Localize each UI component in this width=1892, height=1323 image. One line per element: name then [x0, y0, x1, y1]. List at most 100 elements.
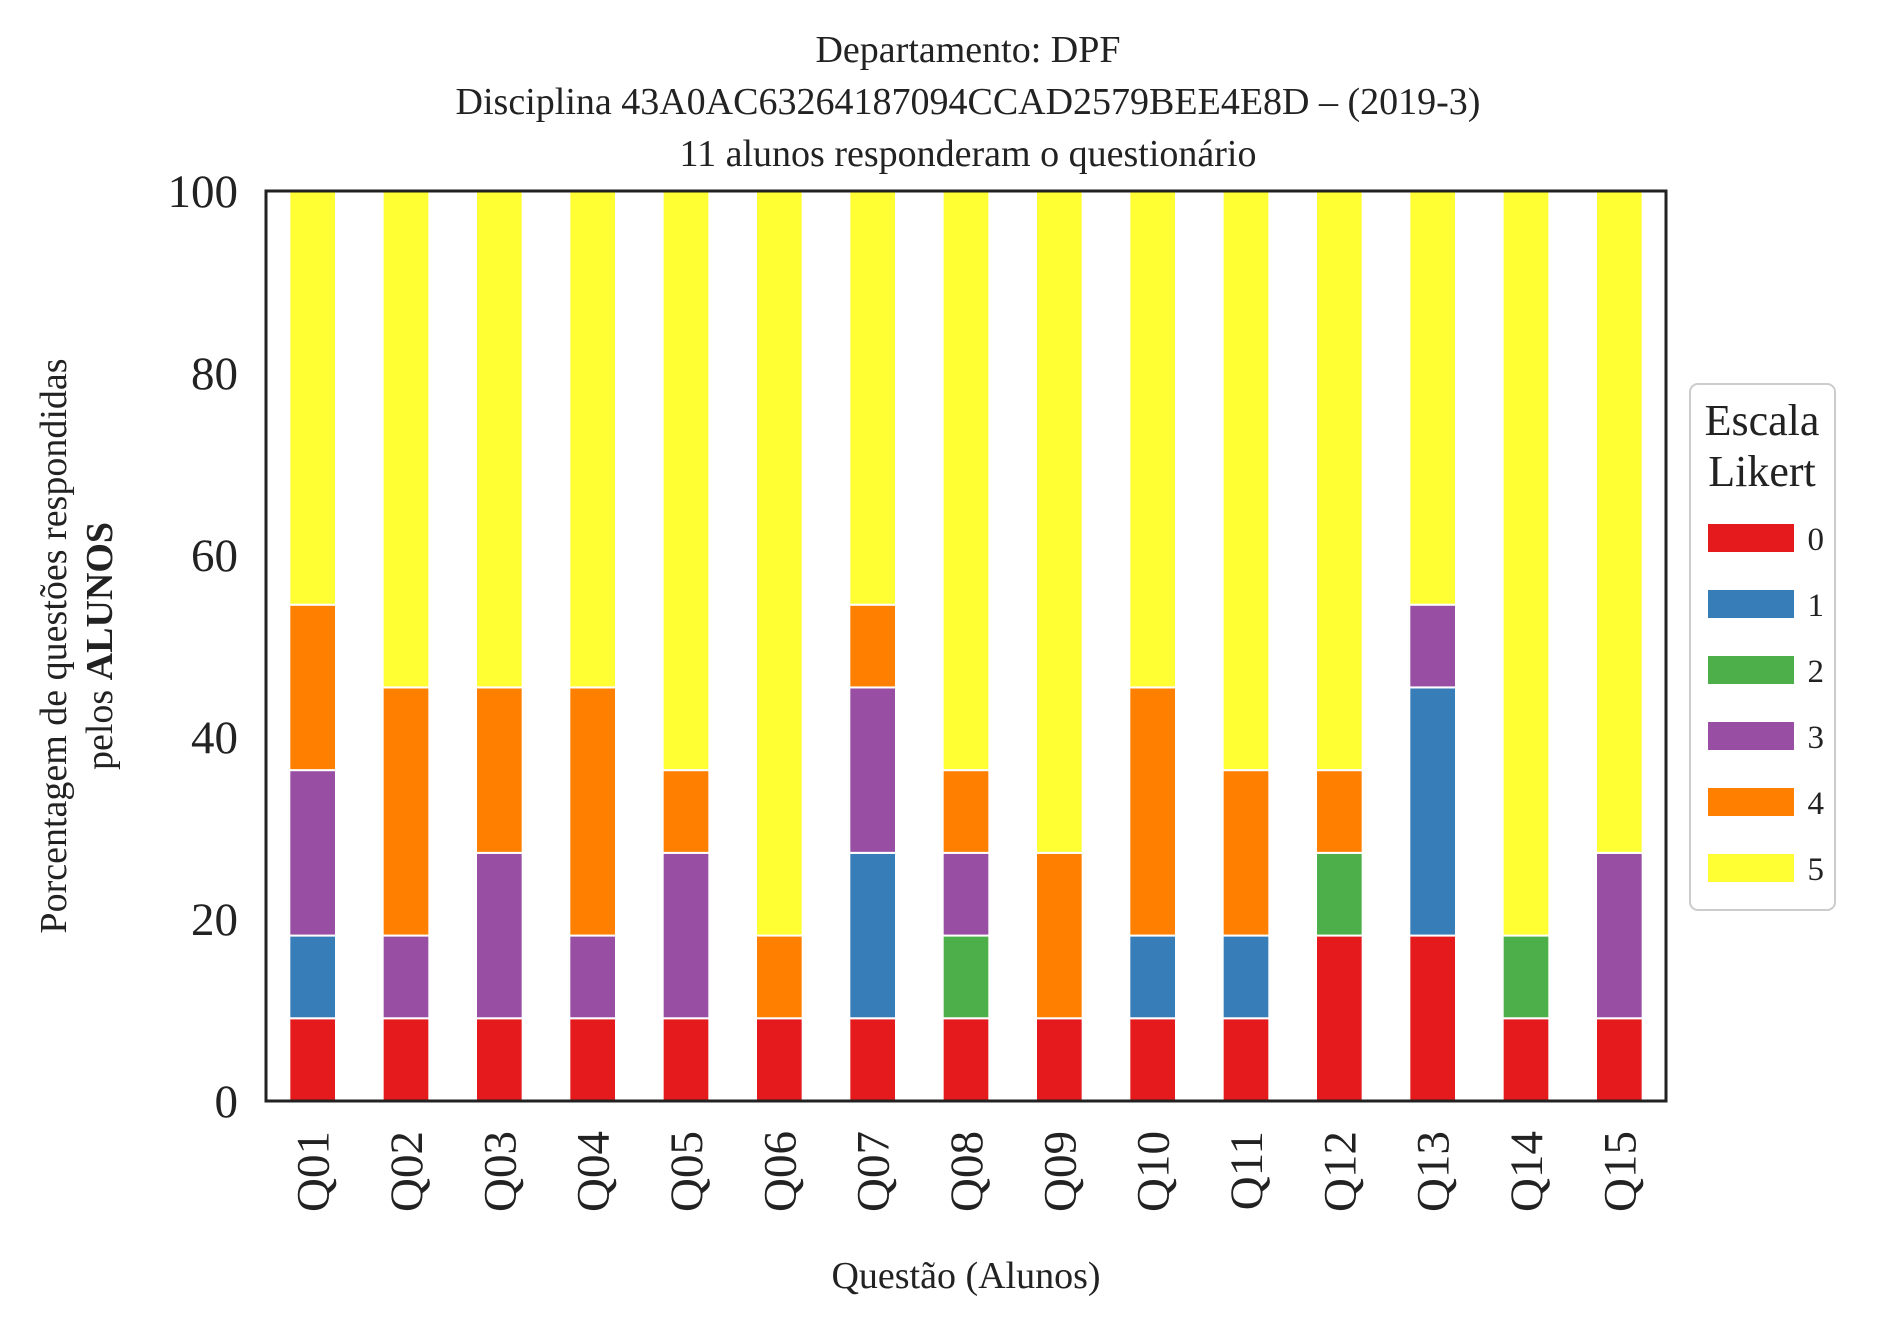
- bar-q08-level-5: [941, 190, 991, 772]
- bar-q13-level-3: [1408, 603, 1458, 689]
- bar-q13-level-5: [1408, 190, 1458, 606]
- x-tick-label: Q11: [1221, 1131, 1273, 1210]
- legend-swatch-3: [1708, 722, 1794, 750]
- x-tick-label: Q05: [661, 1131, 713, 1212]
- bar-q13-level-1: [1408, 686, 1458, 937]
- y-axis-label-bold: ALUNOS: [79, 522, 121, 680]
- x-tick-label: Q12: [1314, 1131, 1366, 1212]
- legend-label-5: 5: [1808, 852, 1825, 888]
- x-tick-label: Q08: [941, 1131, 993, 1212]
- x-tick-label: Q06: [754, 1131, 806, 1212]
- bar-q10-level-4: [1128, 686, 1178, 937]
- bar-q10-level-0: [1128, 1017, 1178, 1103]
- bar-q01-level-0: [288, 1017, 338, 1103]
- legend-swatch-1: [1708, 590, 1794, 618]
- legend-entries: 0 1 2 3 4 5: [1708, 522, 1824, 888]
- x-tick-label: Q02: [381, 1131, 433, 1212]
- plot-frame: [264, 189, 1668, 1103]
- bar-q11-level-5: [1221, 190, 1271, 772]
- bar-q07-level-4: [848, 603, 897, 689]
- chart-title-line-2: Disciplina 43A0AC63264187094CCAD2579BEE4…: [456, 81, 1481, 123]
- x-tick-label: Q14: [1501, 1131, 1553, 1212]
- y-axis-ticks: 0 20 40 60 80 100: [168, 166, 239, 1128]
- bar-q11-level-1: [1221, 934, 1271, 1020]
- bar-q06-level-5: [755, 190, 804, 937]
- legend-swatch-4: [1708, 788, 1794, 816]
- y-tick-label: 0: [215, 1076, 239, 1128]
- x-tick-label: Q13: [1408, 1131, 1460, 1212]
- y-axis-label: Porcentagem de questões respondidas pelo…: [33, 358, 121, 933]
- bar-q01-level-1: [288, 934, 338, 1020]
- bar-q14-level-2: [1501, 934, 1551, 1020]
- y-tick-label: 60: [191, 530, 238, 582]
- y-axis-label-line-2: pelos ALUNOS: [79, 522, 121, 770]
- bar-q15-level-0: [1595, 1017, 1644, 1103]
- bar-q01-level-5: [288, 190, 338, 606]
- x-tick-label: Q04: [568, 1131, 620, 1212]
- bar-q03-level-5: [475, 190, 524, 689]
- bar-q11-level-0: [1221, 1017, 1271, 1103]
- y-tick-label: 80: [191, 348, 238, 400]
- bar-q12-level-5: [1315, 190, 1364, 772]
- bar-q05-level-3: [661, 851, 711, 1020]
- bar-q05-level-5: [661, 190, 711, 772]
- legend-label-3: 3: [1808, 720, 1825, 756]
- x-tick-label: Q01: [288, 1131, 340, 1212]
- chart-title-line-3: 11 alunos responderam o questionário: [680, 133, 1257, 175]
- bar-q12-level-0: [1315, 934, 1364, 1103]
- bar-q08-level-0: [941, 1017, 991, 1103]
- legend-title-line-2: Likert: [1708, 447, 1816, 496]
- bars-group: [288, 190, 1644, 1103]
- bar-q15-level-3: [1595, 851, 1644, 1020]
- y-axis-label-line-1: Porcentagem de questões respondidas: [33, 358, 75, 933]
- y-axis-label-prefix: pelos: [79, 680, 121, 770]
- bar-q09-level-4: [1035, 851, 1084, 1020]
- legend: Escala Likert 0 1 2 3 4 5: [1689, 383, 1836, 911]
- legend-label-2: 2: [1808, 654, 1825, 690]
- x-axis-ticks: Q01 Q02 Q03 Q04 Q05 Q06 Q07 Q08 Q09 Q10 Q11 Q12 Q13 Q…: [288, 1131, 1647, 1212]
- bar-q04-level-4: [568, 686, 617, 937]
- bar-q05-level-4: [661, 769, 711, 854]
- chart-title-line-1: Departamento: DPF: [815, 29, 1120, 71]
- x-tick-label: Q03: [474, 1131, 526, 1212]
- bar-q02-level-4: [381, 686, 431, 937]
- bar-q09-level-0: [1035, 1017, 1084, 1103]
- bar-q06-level-4: [755, 934, 804, 1020]
- bar-q07-level-1: [848, 851, 897, 1020]
- x-tick-label: Q10: [1128, 1131, 1180, 1212]
- legend-label-0: 0: [1808, 522, 1825, 558]
- legend-swatch-0: [1708, 524, 1794, 552]
- bar-q03-level-3: [475, 851, 524, 1020]
- bar-q06-level-0: [755, 1017, 804, 1103]
- legend-swatch-5: [1708, 854, 1794, 882]
- x-tick-label: Q09: [1034, 1131, 1086, 1212]
- bar-q14-level-5: [1501, 190, 1551, 937]
- bar-q07-level-0: [848, 1017, 897, 1103]
- bar-q02-level-5: [381, 190, 431, 689]
- bar-q10-level-5: [1128, 190, 1178, 689]
- bar-q12-level-4: [1315, 769, 1364, 854]
- legend-box: [1689, 383, 1836, 911]
- bar-q12-level-2: [1315, 851, 1364, 937]
- bar-q09-level-5: [1035, 190, 1084, 854]
- legend-title-line-1: Escala: [1705, 396, 1820, 445]
- bar-q11-level-4: [1221, 769, 1271, 937]
- x-axis-label: Questão (Alunos): [831, 1255, 1100, 1297]
- bar-q01-level-3: [288, 769, 338, 937]
- bar-q05-level-0: [661, 1017, 711, 1103]
- bar-q07-level-5: [848, 190, 897, 606]
- bar-q02-level-3: [381, 934, 431, 1020]
- bar-q08-level-4: [941, 769, 991, 854]
- bar-q02-level-0: [381, 1017, 431, 1103]
- bar-q13-level-0: [1408, 934, 1458, 1103]
- legend-swatch-2: [1708, 656, 1794, 684]
- bar-q07-level-3: [848, 686, 897, 854]
- bar-q04-level-0: [568, 1017, 617, 1103]
- bar-q10-level-1: [1128, 934, 1178, 1020]
- y-tick-label: 20: [191, 894, 238, 946]
- bar-q14-level-0: [1501, 1017, 1551, 1103]
- bar-q01-level-4: [288, 603, 338, 772]
- bar-q15-level-5: [1595, 190, 1644, 854]
- y-tick-label: 40: [191, 712, 238, 764]
